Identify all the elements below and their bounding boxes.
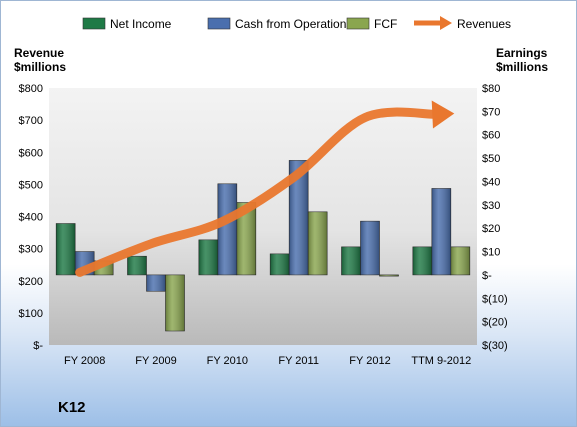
- bar-fcf-3: [236, 202, 257, 276]
- right-axis-title: Earnings $millions: [496, 46, 548, 74]
- right-tick-label: $80: [482, 83, 500, 95]
- bar-net-income-5: [341, 246, 361, 276]
- left-axis-title-line2: $millions: [14, 60, 67, 74]
- bar-net-income-3: [198, 239, 219, 276]
- bar-shade: [236, 202, 256, 275]
- left-tick-label: $500: [19, 179, 43, 191]
- right-axis-title-line2: $millions: [496, 60, 549, 74]
- right-tick-label: $40: [482, 176, 500, 188]
- bar-fcf-5: [379, 274, 399, 277]
- bar-shade: [379, 274, 399, 277]
- bar-shade: [165, 274, 185, 331]
- legend-label: Cash from Operations: [235, 17, 352, 31]
- bar-shade: [56, 223, 76, 275]
- bar-net-income-2: [127, 255, 147, 276]
- legend-swatch: [207, 17, 231, 30]
- legend-item-revenues: Revenues: [414, 16, 511, 31]
- bar-cash-from-operations-6: [431, 188, 452, 276]
- legend-label: Revenues: [457, 17, 511, 31]
- bar-shade: [217, 183, 237, 275]
- bar-shade: [270, 253, 290, 275]
- bar-shade: [431, 188, 451, 275]
- left-tick-label: $300: [19, 244, 43, 256]
- right-tick-label: $70: [482, 106, 500, 118]
- legend-item-net-income: Net Income: [82, 17, 172, 31]
- left-tick-label: $200: [19, 276, 43, 288]
- bar-shade: [289, 160, 309, 275]
- bar-shade: [146, 274, 166, 292]
- left-tick-label: $100: [19, 308, 43, 320]
- left-tick-label: $700: [19, 115, 43, 127]
- left-axis-title: Revenue $millions: [14, 46, 66, 74]
- bar-fcf-4: [307, 211, 328, 276]
- right-tick-label: $30: [482, 200, 500, 212]
- legend-item-cash-from-operations: Cash from Operations: [207, 17, 352, 31]
- bar-fcf-2: [165, 274, 185, 332]
- legend-swatch: [346, 17, 370, 30]
- x-tick-label: TTM 9-2012: [411, 355, 471, 367]
- legend-label: FCF: [374, 17, 397, 31]
- legend-swatch-arrow: [440, 16, 452, 30]
- right-tick-label: $-: [482, 270, 492, 282]
- right-tick-label: $(20): [482, 317, 508, 329]
- revenues-arrowhead: [431, 100, 455, 129]
- bar-shade: [450, 246, 470, 275]
- right-tick-label: $(30): [482, 340, 508, 352]
- x-tick-label: FY 2010: [207, 355, 248, 367]
- legend-swatch: [82, 17, 106, 30]
- left-axis-title-line1: Revenue: [14, 46, 65, 60]
- bar-net-income-1: [55, 223, 76, 276]
- bar-cash-from-operations-3: [217, 183, 238, 276]
- left-tick-label: $800: [19, 83, 43, 95]
- bar-cash-from-operations-5: [360, 220, 380, 276]
- bar-cash-from-operations-2: [146, 274, 166, 292]
- x-tick-label: FY 2011: [278, 355, 319, 367]
- right-tick-label: $50: [482, 153, 500, 165]
- left-tick-label: $-: [33, 340, 43, 352]
- legend-item-fcf: FCF: [346, 17, 397, 31]
- bar-shade: [308, 211, 328, 275]
- legend-label: Net Income: [110, 17, 172, 31]
- right-tick-label: $20: [482, 223, 500, 235]
- right-tick-label: $(10): [482, 293, 508, 305]
- right-tick-label: $10: [482, 247, 500, 259]
- plot-area: [49, 88, 477, 345]
- right-tick-label: $60: [482, 130, 500, 142]
- left-tick-label: $400: [19, 212, 43, 224]
- revenues-line: [75, 107, 441, 277]
- bar-shade: [127, 256, 147, 275]
- bar-shade: [198, 239, 218, 275]
- left-tick-label: $600: [19, 147, 43, 159]
- bar-net-income-4: [269, 253, 290, 276]
- x-tick-label: FY 2012: [349, 355, 390, 367]
- bar-shade: [341, 246, 361, 275]
- bar-shade: [360, 221, 380, 275]
- bar-net-income-6: [412, 246, 433, 276]
- company-label: K12: [58, 399, 86, 416]
- x-tick-label: FY 2008: [64, 355, 105, 367]
- x-tick-label: FY 2009: [135, 355, 176, 367]
- right-axis-title-line1: Earnings: [496, 46, 548, 60]
- bar-fcf-6: [450, 246, 471, 276]
- bar-shade: [412, 246, 432, 275]
- bar-cash-from-operations-4: [288, 160, 309, 276]
